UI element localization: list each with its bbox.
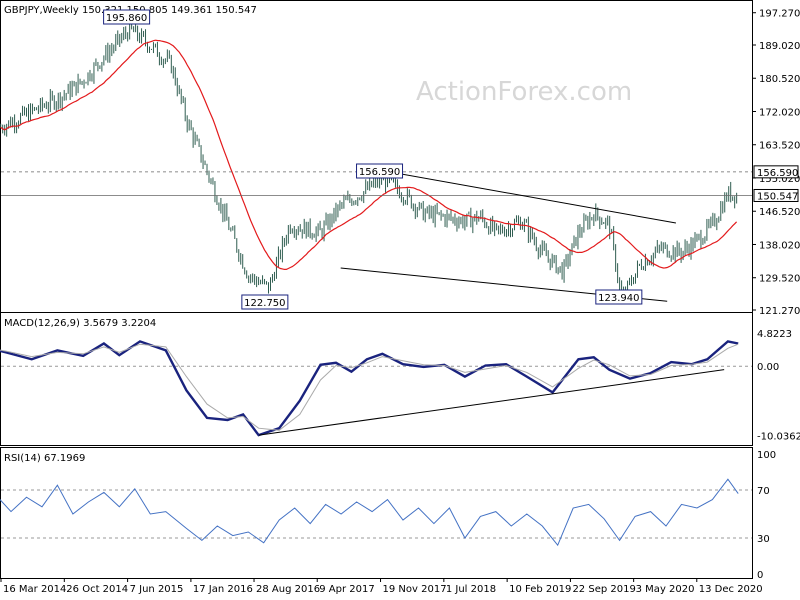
price-tick-label: 155.020 (759, 174, 800, 185)
annotation-label: 156.590 (359, 167, 400, 178)
price-trendline (380, 169, 677, 224)
x-tick-label: 19 Nov 2017 (383, 584, 447, 595)
macd-series: 4.8223 0.00 -10.0362 (0, 329, 800, 442)
price-series: 197.270 189.020 180.520 172.020 163.520 155.0… (0, 9, 800, 317)
x-tick-label: 9 Apr 2017 (319, 584, 374, 595)
price-marker-label: 156.590 (757, 168, 798, 179)
macd-panel (0, 312, 753, 446)
price-tick-label: 180.520 (759, 74, 800, 85)
annotation-box (356, 163, 404, 179)
macd-signal-line (0, 343, 739, 431)
macd-trendline (259, 369, 725, 436)
price-tick-label: 129.520 (759, 274, 800, 285)
x-tick-label: 16 Mar 2014 (3, 584, 66, 595)
rsi-title: RSI(14) 67.1969 (4, 453, 85, 464)
price-tick-label: 163.520 (759, 141, 800, 152)
x-tick-label: 1 Jul 2018 (446, 584, 496, 595)
moving-average-line (0, 39, 738, 270)
annotation-label: 122.750 (244, 298, 285, 309)
annotation-box (241, 294, 289, 310)
rsi-tick-label: 100 (757, 450, 776, 461)
axis-labels: 16 Mar 2014 26 Oct 2014 7 Jun 2015 17 Jan 2… (0, 578, 763, 595)
x-tick-label: 3 May 2020 (636, 584, 695, 595)
x-tick-label: 7 Jun 2015 (130, 584, 184, 595)
x-tick-label: 10 Feb 2019 (509, 584, 571, 595)
annotation-box (595, 289, 643, 305)
x-tick-label: 22 Sep 2019 (572, 584, 635, 595)
x-tick-label: 17 Jan 2016 (193, 584, 253, 595)
rsi-tick-label: 30 (757, 534, 770, 545)
macd-title: MACD(12,26,9) 3.5679 3.2204 (4, 318, 156, 329)
price-tick-label: 121.270 (759, 306, 800, 317)
x-tick-label: 28 Aug 2016 (256, 584, 320, 595)
price-marker-box (753, 188, 799, 202)
watermark: ActionForex.com (416, 77, 632, 107)
price-marker-box (753, 165, 799, 179)
annotation-label: 123.940 (598, 293, 639, 304)
price-tick-label: 172.020 (759, 107, 800, 118)
rsi-line (0, 478, 739, 547)
price-marker-label: 150.547 (757, 191, 798, 202)
rsi-tick-label: 70 (757, 486, 770, 497)
macd-tick-label: -10.0362 (757, 431, 800, 442)
x-tick-label: 13 Dec 2020 (699, 584, 763, 595)
annotation-label: 195.860 (106, 13, 147, 24)
price-tick-label: 146.520 (759, 207, 800, 218)
macd-line (0, 340, 739, 437)
rsi-series: 100 70 30 0 (0, 450, 776, 581)
price-tick-label: 138.020 (759, 240, 800, 251)
macd-tick-label: 4.8223 (757, 329, 792, 340)
annotation-box (103, 9, 151, 25)
rsi-tick-label: 0 (757, 570, 763, 581)
rsi-panel (0, 447, 753, 579)
price-tick-label: 197.270 (759, 9, 800, 20)
price-tick-label: 189.020 (759, 41, 800, 52)
x-tick-label: 26 Oct 2014 (66, 584, 128, 595)
macd-tick-label: 0.00 (757, 362, 779, 373)
